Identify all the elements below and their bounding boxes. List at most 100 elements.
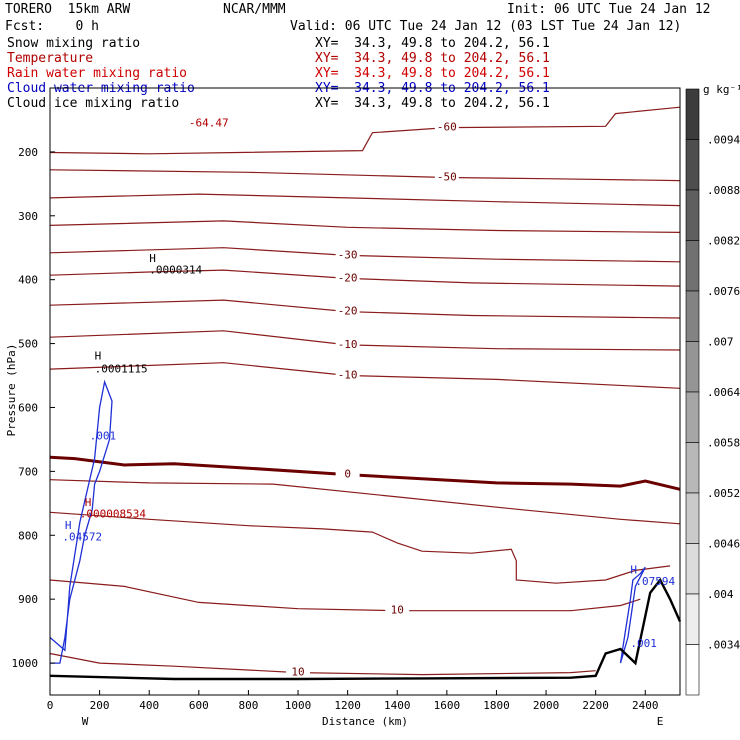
- contour-label-bg: [335, 368, 360, 381]
- colorbar: .0094 .0088 .0082 .0076 .007 .0064 .0058 .0052.…: [685, 83, 740, 696]
- contour-label-bg: [385, 603, 410, 616]
- rain-max-label: .000008534: [80, 507, 147, 520]
- temperature-contour-label: -20: [338, 271, 358, 284]
- colorbar-tick-label: .0088: [707, 184, 740, 197]
- colorbar-tick-label: .007: [707, 336, 734, 349]
- x-tick-label: 1000: [285, 699, 312, 712]
- x-tick-label: 800: [238, 699, 258, 712]
- header-model: TORERO 15km ARW: [5, 2, 131, 17]
- field-labels: H.0000314H.0001115H.000008534-64.47.001H…: [62, 116, 675, 650]
- y-tick-label: 700: [18, 465, 38, 478]
- cloud-water-max-label: .001: [630, 637, 657, 650]
- field-xy-cloud-ice: XY= 34.3, 49.8 to 204.2, 56.1: [315, 96, 550, 111]
- field-name-rain: Rain water mixing ratio: [7, 66, 188, 81]
- temperature-contour: [49, 511, 671, 584]
- temperature-contour-label: 10: [391, 604, 404, 617]
- temperature-contour: [49, 455, 681, 491]
- header-fcst: Fcst: 0 h: [5, 19, 99, 34]
- y-axis-label: Pressure (hPa): [5, 344, 18, 437]
- temperature-contour-label: -10: [338, 369, 358, 382]
- colorbar-tick-label: .0064: [707, 386, 740, 399]
- field-xy-rain: XY= 34.3, 49.8 to 204.2, 56.1: [315, 66, 550, 81]
- rain-max-label: H: [85, 496, 92, 509]
- colorbar-tick-label: .0058: [707, 437, 740, 450]
- colorbar-tick-label: .0034: [707, 639, 740, 652]
- temperature-contour-label: -60: [437, 121, 457, 134]
- header-init: Init: 06 UTC Tue 24 Jan 12: [507, 2, 711, 17]
- colorbar-box: [685, 644, 700, 696]
- cloud-water-max-label: H: [65, 519, 72, 532]
- x-tick-label: 1200: [334, 699, 361, 712]
- colorbar-tick-label: .0052: [707, 487, 740, 500]
- y-tick-label: 500: [18, 338, 38, 351]
- colorbar-box: [685, 492, 700, 544]
- temperature-contour-label: 10: [291, 666, 304, 679]
- temperature-contour: [49, 247, 681, 263]
- field-xy-snow: XY= 34.3, 49.8 to 204.2, 56.1: [315, 36, 550, 51]
- colorbar-box: [685, 442, 700, 494]
- plot-frame: [49, 87, 681, 696]
- temperature-contour-label: -20: [338, 305, 358, 318]
- colorbar-tick-label: .0046: [707, 538, 740, 551]
- x-end-label-east: E: [657, 715, 664, 728]
- header-org: NCAR/MMM: [223, 2, 286, 17]
- temperature-contour: [49, 269, 681, 287]
- y-tick-label: 300: [18, 210, 38, 223]
- x-tick-label: 1800: [483, 699, 510, 712]
- contour-label-bg: [434, 120, 459, 133]
- temperature-contour: [49, 330, 681, 351]
- x-tick-label: 200: [90, 699, 110, 712]
- contour-label-bg: [335, 304, 360, 317]
- x-tick-label: 1400: [384, 699, 411, 712]
- contour-label-bg: [286, 665, 311, 678]
- temperature-contours: -60 -50 -30 -20 -20 -10 -10 0 10 10: [49, 106, 681, 679]
- temperature-contour-label: -10: [338, 338, 358, 351]
- temperature-contour-label: 0: [344, 468, 351, 481]
- temperature-contour: [49, 299, 681, 319]
- y-tick-label: 600: [18, 401, 38, 414]
- colorbar-box: [685, 290, 700, 342]
- temperature-contour-label: -30: [338, 248, 358, 261]
- x-tick-label: 0: [47, 699, 54, 712]
- cloud-water-max-label: .07594: [635, 575, 675, 588]
- y-tick-label: 800: [18, 529, 38, 542]
- colorbar-box: [685, 593, 700, 645]
- cloud-water-max-label: .04572: [62, 530, 102, 543]
- x-tick-label: 2000: [533, 699, 560, 712]
- x-axis-label: Distance (km): [322, 715, 408, 728]
- snow-max-label: H: [95, 350, 102, 363]
- colorbar-box: [685, 543, 700, 595]
- temperature-contour-label: -50: [437, 170, 457, 183]
- snow-max-label: H: [149, 252, 156, 265]
- terrain-line: [49, 577, 682, 681]
- x-tick-label: 1600: [434, 699, 461, 712]
- colorbar-box: [685, 189, 700, 241]
- cloud-water-max-label: H: [630, 564, 637, 577]
- cloud-water-max-label: .001: [90, 429, 117, 442]
- colorbar-box: [685, 88, 700, 140]
- temperature-contour: [49, 652, 596, 676]
- snow-max-label: .0001115: [95, 362, 148, 375]
- contour-label-bg: [335, 248, 360, 261]
- contour-label-bg: [335, 337, 360, 350]
- cloud-water-contours: [49, 379, 646, 664]
- header-valid: Valid: 06 UTC Tue 24 Jan 12 (03 LST Tue …: [290, 19, 682, 34]
- field-name-snow: Snow mixing ratio: [7, 36, 141, 51]
- temperature-contour: [49, 193, 681, 207]
- colorbar-tick-label: .0076: [707, 285, 740, 298]
- x-tick-label: 600: [189, 699, 209, 712]
- x-tick-label: 400: [139, 699, 159, 712]
- contour-label-bg: [335, 271, 360, 284]
- field-name-temperature: Temperature: [7, 51, 94, 66]
- colorbar-box: [685, 391, 700, 443]
- colorbar-tick-label: .0094: [707, 134, 740, 147]
- colorbar-box: [685, 341, 700, 393]
- temperature-contour: [49, 169, 681, 182]
- snow-max-label: .0000314: [149, 263, 202, 276]
- field-name-cloud-ice: Cloud ice mixing ratio: [7, 96, 180, 111]
- x-tick-label: 2400: [632, 699, 659, 712]
- contour-label-bg: [335, 467, 360, 480]
- terrain-line: [49, 577, 682, 681]
- temperature-contour: [49, 479, 681, 525]
